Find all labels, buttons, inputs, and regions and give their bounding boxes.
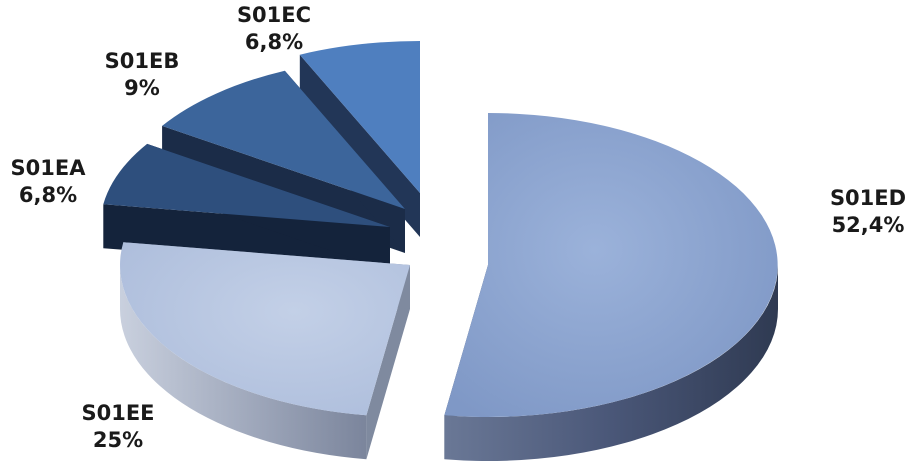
slice-s01ee-side: [119, 265, 367, 460]
slice-s01ec: [299, 41, 420, 238]
slice-value-s01ea: 6,8%: [19, 183, 77, 207]
slice-s01ec-wall-start: [299, 54, 420, 238]
slice-value-s01ec: 6,8%: [245, 30, 303, 54]
slice-s01ed: [444, 113, 778, 462]
slice-s01ee-top: [120, 242, 411, 416]
slice-value-s01ed: 52,4%: [832, 213, 905, 237]
slice-s01ea-wall-start: [103, 204, 391, 271]
slice-s01ea: [103, 143, 391, 271]
labels-layer: S01ED 52,4% S01EE 25% S01EA 6,8% S01EB 9% S01EC 6…: [11, 3, 907, 452]
slice-s01ed-side: [444, 265, 778, 462]
slice-label-s01eb: S01EB: [105, 49, 180, 73]
slice-s01ee: [119, 242, 411, 460]
slice-s01ed-top: [444, 113, 778, 417]
slices-layer: [103, 41, 778, 462]
slice-label-s01ee: S01EE: [81, 401, 154, 425]
slice-s01eb-top: [162, 70, 405, 209]
slice-value-s01eb: 9%: [124, 76, 160, 100]
slice-label-s01ec: S01EC: [237, 3, 311, 27]
slice-s01ec-top: [299, 41, 420, 193]
slice-s01ea-top: [103, 143, 391, 227]
slice-s01ee-wall-start: [366, 265, 410, 460]
slice-value-s01ee: 25%: [93, 428, 143, 452]
slice-label-s01ed: S01ED: [830, 186, 906, 210]
slice-label-s01ea: S01EA: [11, 156, 87, 180]
